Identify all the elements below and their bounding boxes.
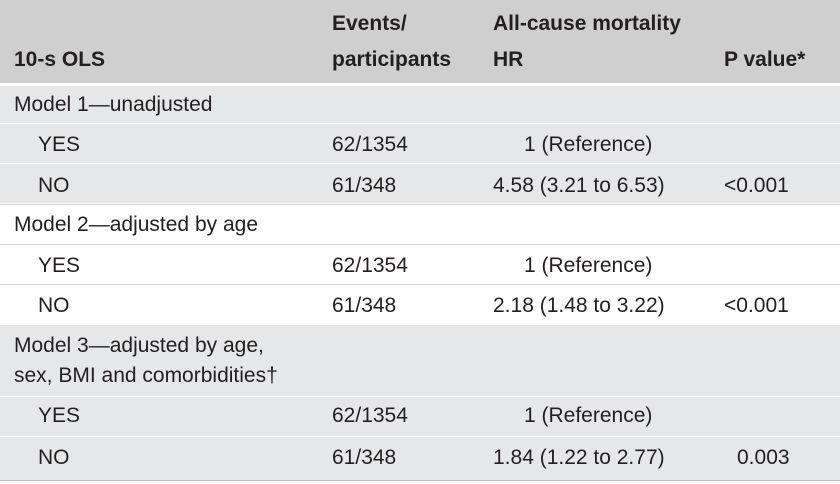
header-events-line2: participants xyxy=(332,48,452,71)
hr-cell: 1 (Reference) xyxy=(524,254,653,277)
table-row: NO 61/348 4.58 (3.21 to 6.53) <0.001 xyxy=(0,163,840,203)
p-value-cell: <0.001 xyxy=(724,294,789,317)
model-label: Model 1—unadjusted xyxy=(14,93,213,116)
events-cell: 61/348 xyxy=(332,174,397,197)
group-cell: YES xyxy=(38,133,81,156)
model-row: Model 3—adjusted by age, sex, BMI and co… xyxy=(0,324,840,396)
p-value-cell: 0.003 xyxy=(737,446,790,469)
header-mortality-line1: All-cause mortality xyxy=(493,12,681,35)
events-cell: 62/1354 xyxy=(332,254,408,277)
table-bottom-rule xyxy=(0,480,840,481)
group-cell: NO xyxy=(38,294,70,317)
header-p-value: P value* xyxy=(724,48,806,71)
p-value-cell: <0.001 xyxy=(724,174,789,197)
model-row: Model 1—unadjusted xyxy=(0,85,840,123)
events-cell: 61/348 xyxy=(332,294,397,317)
hr-cell: 1.84 (1.22 to 2.77) xyxy=(493,446,665,469)
events-cell: 61/348 xyxy=(332,446,397,469)
group-cell: NO xyxy=(38,174,70,197)
hr-cell: 4.58 (3.21 to 6.53) xyxy=(493,174,665,197)
events-cell: 62/1354 xyxy=(332,404,408,427)
group-cell: YES xyxy=(38,254,81,277)
header-events-line1: Events/ xyxy=(332,12,407,35)
model-label: Model 2—adjusted by age xyxy=(14,213,258,236)
table-header: 10-s OLS Events/ participants All-cause … xyxy=(0,0,840,83)
model-row: Model 2—adjusted by age xyxy=(0,204,840,244)
table-row: YES 62/1354 1 (Reference) xyxy=(0,123,840,163)
hr-cell: 1 (Reference) xyxy=(524,133,653,156)
header-mortality-line2: HR xyxy=(493,48,524,71)
events-cell: 62/1354 xyxy=(332,133,408,156)
header-ols: 10-s OLS xyxy=(14,48,106,71)
hr-cell: 2.18 (1.48 to 3.22) xyxy=(493,294,665,317)
hr-cell: 1 (Reference) xyxy=(524,404,653,427)
table-row: NO 61/348 1.84 (1.22 to 2.77) 0.003 xyxy=(0,436,840,480)
table-row: NO 61/348 2.18 (1.48 to 3.22) <0.001 xyxy=(0,284,840,324)
group-cell: YES xyxy=(38,404,81,427)
group-cell: NO xyxy=(38,446,70,469)
model-label-line1: Model 3—adjusted by age, xyxy=(14,334,264,357)
table-row: YES 62/1354 1 (Reference) xyxy=(0,396,840,436)
table-row: YES 62/1354 1 (Reference) xyxy=(0,244,840,284)
model-label-line2: sex, BMI and comorbidities† xyxy=(14,364,278,387)
